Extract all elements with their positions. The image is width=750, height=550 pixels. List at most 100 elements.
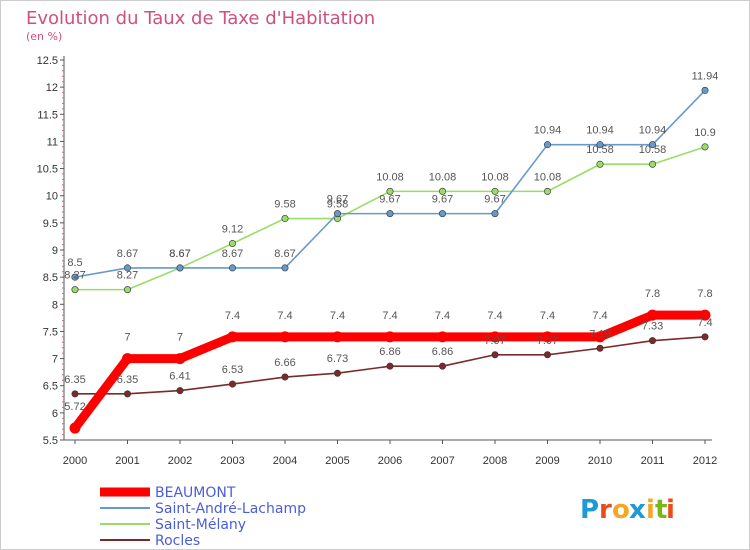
chart-subtitle: (en %) xyxy=(26,30,62,43)
series-point-3 xyxy=(229,380,237,388)
series-point-0 xyxy=(279,331,291,343)
data-label-0: 7.4 xyxy=(540,310,555,322)
series-point-3 xyxy=(543,351,551,359)
y-tick-label: 10 xyxy=(46,191,58,203)
data-label-2: 10.08 xyxy=(429,171,457,183)
series-point-3 xyxy=(176,387,184,395)
data-label-2: 9.58 xyxy=(274,199,295,211)
data-label-1: 9.67 xyxy=(484,194,505,206)
series-point-0 xyxy=(699,309,711,321)
data-label-0: 7.4 xyxy=(435,310,450,322)
data-label-1: 8.67 xyxy=(274,248,295,260)
series-point-3 xyxy=(71,390,79,398)
data-label-3: 7.07 xyxy=(537,335,558,347)
series-point-1 xyxy=(491,210,499,218)
y-tick-label: 11 xyxy=(47,136,58,148)
data-label-1: 9.67 xyxy=(379,194,400,206)
series-point-1 xyxy=(543,141,551,149)
series-point-2 xyxy=(124,286,132,294)
data-label-3: 6.35 xyxy=(117,374,138,386)
chart-title: Evolution du Taux de Taxe d'Habitation xyxy=(26,8,375,29)
y-tick-label: 8.5 xyxy=(43,272,58,284)
series-point-1 xyxy=(124,264,132,272)
series-point-3 xyxy=(438,362,446,370)
series-point-1 xyxy=(333,210,341,218)
data-label-0: 7.4 xyxy=(487,310,502,322)
data-label-3: 6.41 xyxy=(169,371,190,383)
y-tick-label: 6 xyxy=(52,408,58,420)
series-point-1 xyxy=(281,264,289,272)
series-point-2 xyxy=(71,286,79,294)
series-point-1 xyxy=(71,273,79,281)
series-point-3 xyxy=(124,390,132,398)
data-label-1: 8.5 xyxy=(67,257,82,269)
series-point-1 xyxy=(386,210,394,218)
legend-label-0: BEAUMONT xyxy=(155,485,236,501)
data-label-3: 7.07 xyxy=(484,335,505,347)
series-point-1 xyxy=(229,264,237,272)
series-point-0 xyxy=(437,331,448,343)
series-point-2 xyxy=(543,187,551,195)
logo-letter: i xyxy=(666,495,675,525)
x-tick-label: 2005 xyxy=(325,455,349,467)
series-point-0 xyxy=(122,353,133,365)
x-tick-label: 2012 xyxy=(693,455,717,467)
data-label-2: 10.08 xyxy=(534,171,562,183)
y-tick-label: 9 xyxy=(52,245,58,257)
series-point-3 xyxy=(281,373,289,381)
series-point-3 xyxy=(333,369,341,377)
data-label-1: 8.67 xyxy=(169,248,190,260)
series-point-3 xyxy=(596,344,604,352)
series-point-2 xyxy=(491,187,499,195)
series-point-1 xyxy=(176,264,184,272)
data-label-1: 9.67 xyxy=(432,194,453,206)
series-point-0 xyxy=(332,331,343,343)
series-point-0 xyxy=(227,331,238,343)
data-label-3: 6.73 xyxy=(327,353,348,365)
y-tick-label: 10.5 xyxy=(37,164,58,176)
data-label-0: 7.4 xyxy=(277,310,292,322)
series-point-2 xyxy=(281,215,289,223)
data-label-0: 7 xyxy=(177,332,183,344)
legend-label-1: Saint-André-Lachamp xyxy=(155,501,306,517)
data-label-2: 10.08 xyxy=(481,171,509,183)
series-point-2 xyxy=(229,239,237,247)
x-tick-label: 2008 xyxy=(483,455,507,467)
y-tick-label: 7.5 xyxy=(43,326,58,338)
data-label-2: 10.9 xyxy=(694,127,715,139)
data-label-2: 8.27 xyxy=(64,270,85,282)
series-point-2 xyxy=(701,143,709,151)
x-tick-label: 2011 xyxy=(641,455,665,467)
data-label-0: 7.4 xyxy=(382,310,397,322)
series-point-0 xyxy=(384,331,396,343)
logo-letter: t xyxy=(655,495,667,525)
data-label-1: 9.67 xyxy=(327,194,348,206)
logo-letter: i xyxy=(646,495,655,525)
data-label-1: 8.67 xyxy=(117,248,138,260)
data-label-3: 6.86 xyxy=(432,346,453,358)
x-tick-label: 2002 xyxy=(168,455,192,467)
data-labels: 6.35 6.35 6.41 6.53 6.66 6.73 6.86 6.86 7.07 7.07… xyxy=(64,70,718,413)
legend-label-2: Saint-Mélany xyxy=(155,517,246,533)
series-point-0 xyxy=(489,331,501,343)
series-point-3 xyxy=(648,337,656,345)
data-label-1: 8.67 xyxy=(222,248,243,260)
y-tick-label: 5.5 xyxy=(43,435,58,447)
data-label-0: 7.8 xyxy=(697,288,712,300)
x-tick-label: 2001 xyxy=(115,455,139,467)
data-label-0: 7.8 xyxy=(645,288,660,300)
x-tick-label: 2004 xyxy=(273,455,297,467)
logo-letter: x xyxy=(629,495,646,525)
data-label-2: 9.58 xyxy=(327,199,348,211)
data-label-3: 6.35 xyxy=(64,374,85,386)
data-label-2: 10.58 xyxy=(639,144,667,156)
series-point-3 xyxy=(386,362,394,370)
data-label-1: 11.94 xyxy=(692,70,719,82)
data-label-3: 6.53 xyxy=(222,364,243,376)
logo-letter: r xyxy=(599,495,612,525)
series-layer xyxy=(69,86,711,434)
series-point-0 xyxy=(594,331,606,343)
x-tick-label: 2009 xyxy=(535,455,559,467)
